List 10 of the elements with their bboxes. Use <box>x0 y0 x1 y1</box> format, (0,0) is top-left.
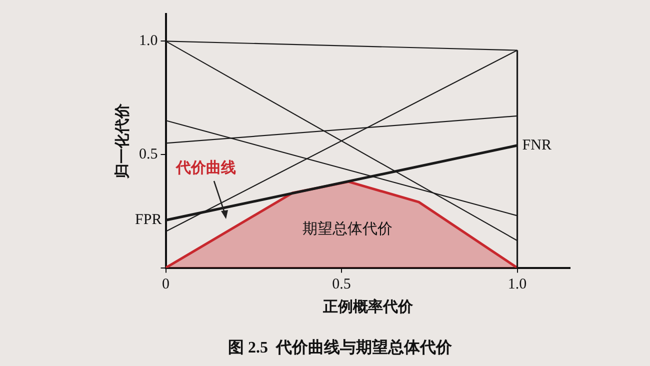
annotation: FPR <box>135 212 162 228</box>
x-axis-title: 正例概率代价 <box>322 298 414 316</box>
annotation: 代价曲线 <box>175 160 236 177</box>
x-tick-label: 0.5 <box>332 276 351 293</box>
x-tick-label: 0 <box>162 276 170 293</box>
x-tick-label: 1.0 <box>508 276 527 293</box>
annotation: 期望总体代价 <box>302 220 393 238</box>
text: 图 2.5 代价曲线与期望总体代价 <box>228 338 453 357</box>
annotation: FNR <box>522 137 552 154</box>
y-axis-title: 归一化代价 <box>114 102 131 180</box>
